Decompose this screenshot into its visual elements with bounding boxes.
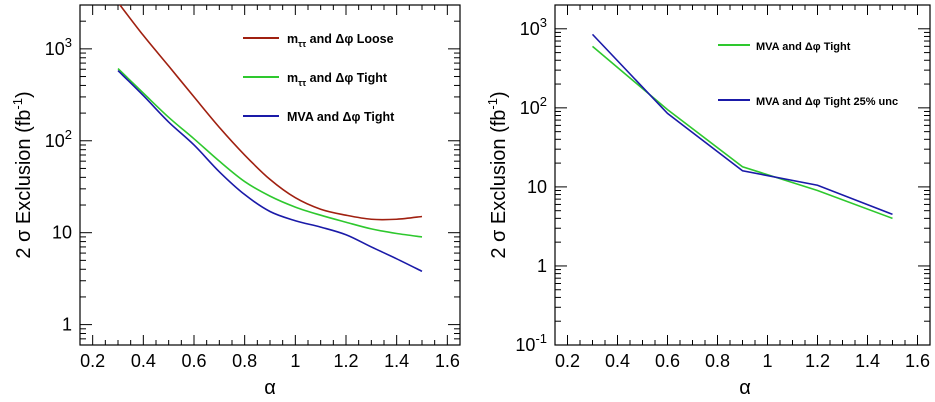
x-axis-label: α [739,377,751,399]
y-tick-base: 1 [62,315,72,335]
x-tick-label: 1.2 [805,351,830,371]
y-axis-label-text: 2 σ Exclusion (fb [488,110,510,259]
x-tick-label: 0.4 [605,351,630,371]
y-axis-label-tail: ) [13,91,35,98]
y-tick-base: 10 [527,177,547,197]
y-tick-base: 10 [45,39,65,59]
x-axis-label: α [264,377,276,399]
y-tick-label: 1 [62,315,72,335]
x-tick-label: 1.4 [384,351,409,371]
y-tick-label: 103 [45,35,72,59]
legend-text: m [287,32,298,46]
y-tick-exponent: -1 [535,331,547,346]
y-tick-base: 1 [537,256,547,276]
y-tick-exponent: 2 [540,94,547,109]
y-tick-label: 10 [527,177,547,197]
y-tick-label: 10 [52,223,72,243]
y-tick-exponent: 3 [65,35,72,50]
legend-text-tail: and Δφ Loose [306,32,393,46]
series-line-2 [117,68,423,238]
y-tick-exponent: 3 [540,15,547,30]
legend-entry: MVA and Δφ Tight [287,110,395,124]
plot-frame [79,4,461,346]
y-tick-base: 10 [520,19,540,39]
x-tick-label: 1 [762,351,772,371]
y-tick-label: 102 [520,94,547,118]
x-tick-label: 0.2 [80,351,105,371]
x-tick-label: 1.4 [855,351,880,371]
y-tick-base: 10 [52,223,72,243]
legend-entry: MVA and Δφ Tight [756,41,851,53]
y-axis-label-exponent: -1 [485,98,500,110]
legend-text: m [287,71,298,85]
y-tick-base: 10 [45,131,65,151]
x-tick-label: 1.2 [333,351,358,371]
legend-entry: MVA and Δφ Tight 25% unc [756,96,898,108]
legend-entry: mττ and Δφ Loose [287,32,394,49]
y-axis-label: 2 σ Exclusion (fb-1) [10,91,35,258]
y-tick-exponent: 2 [65,127,72,142]
series-line-3 [117,70,423,273]
x-tick-label: 0.2 [555,351,580,371]
series-line-1 [118,5,423,221]
y-axis-label-text: 2 σ Exclusion (fb [13,110,35,259]
legend-text: MVA and Δφ Tight [287,110,395,124]
series-line-1 [591,45,893,220]
plot-frame [554,4,931,346]
y-tick-label: 10-1 [515,331,547,355]
legend-entry: mττ and Δφ Tight [287,71,388,88]
y-tick-label: 103 [520,15,547,39]
y-tick-label: 1 [537,256,547,276]
y-axis-label-exponent: -1 [10,98,25,110]
legend-subscript: ττ [298,39,306,49]
series-line-2 [591,33,893,216]
x-tick-label: 0.6 [181,351,206,371]
y-axis-label: 2 σ Exclusion (fb-1) [485,91,510,258]
y-axis-label-tail: ) [488,91,510,98]
legend-subscript: ττ [298,78,306,88]
y-tick-base: 10 [520,98,540,118]
x-tick-label: 0.4 [131,351,156,371]
x-tick-label: 0.8 [705,351,730,371]
x-tick-label: 0.8 [232,351,257,371]
x-tick-label: 1.6 [905,351,930,371]
y-tick-label: 102 [45,127,72,151]
y-tick-base: 10 [515,335,535,355]
legend-text: MVA and Δφ Tight [756,41,851,53]
x-tick-label: 0.6 [655,351,680,371]
x-tick-label: 1 [290,351,300,371]
x-tick-label: 1.6 [435,351,460,371]
legend-text-tail: and Δφ Tight [306,71,388,85]
legend-text: MVA and Δφ Tight 25% unc [756,96,898,108]
